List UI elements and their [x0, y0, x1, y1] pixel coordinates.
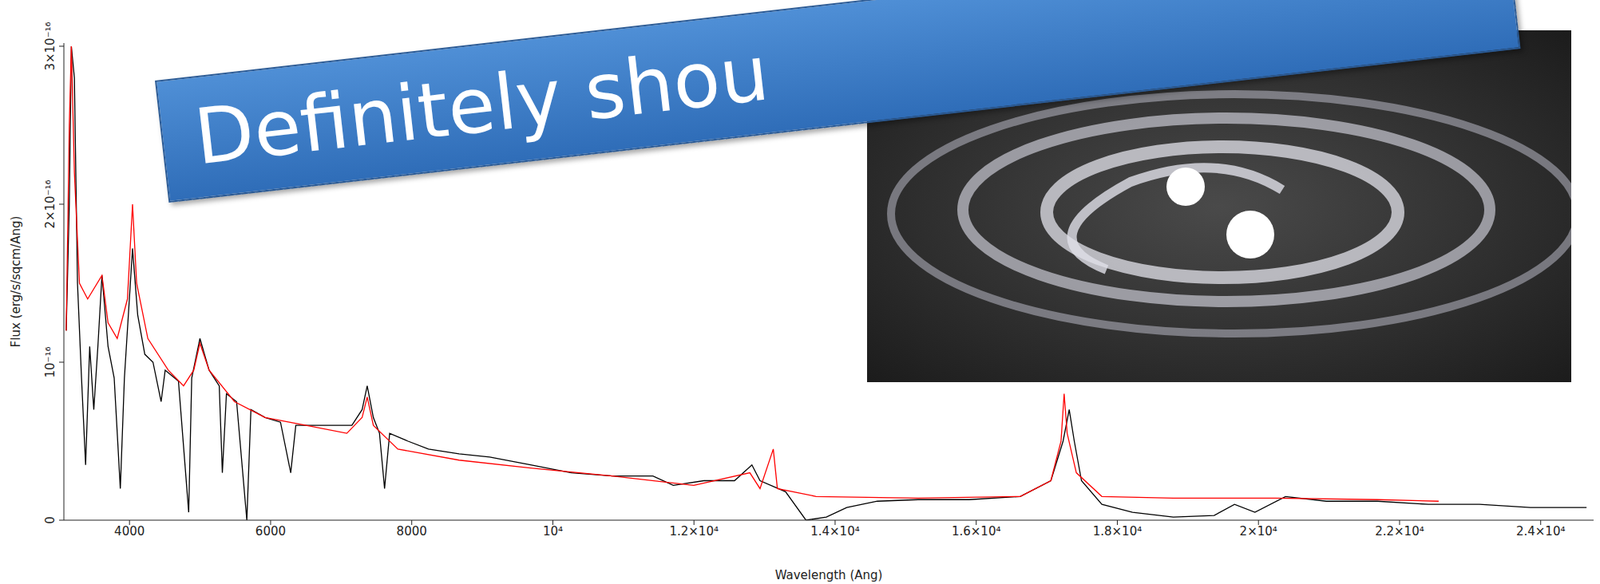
svg-text:10⁴: 10⁴ [542, 524, 563, 539]
svg-text:1.4×10⁴: 1.4×10⁴ [810, 524, 860, 539]
svg-text:2.4×10⁴: 2.4×10⁴ [1516, 524, 1566, 539]
svg-text:2×10⁴: 2×10⁴ [1239, 524, 1278, 539]
svg-text:3×10⁻¹⁶: 3×10⁻¹⁶ [43, 21, 58, 71]
svg-text:4000: 4000 [114, 524, 145, 539]
svg-text:Wavelength (Ang): Wavelength (Ang) [775, 568, 884, 583]
svg-text:1.8×10⁴: 1.8×10⁴ [1093, 524, 1143, 539]
svg-text:Flux (erg/s/sqcm/Ang): Flux (erg/s/sqcm/Ang) [8, 216, 24, 349]
svg-text:10⁻¹⁶: 10⁻¹⁶ [43, 346, 58, 378]
svg-text:1.6×10⁴: 1.6×10⁴ [951, 524, 1002, 539]
svg-text:6000: 6000 [255, 524, 286, 539]
svg-text:2.2×10⁴: 2.2×10⁴ [1374, 524, 1425, 539]
svg-text:0: 0 [43, 516, 58, 525]
svg-text:2×10⁻¹⁶: 2×10⁻¹⁶ [43, 179, 58, 229]
svg-text:8000: 8000 [396, 524, 428, 539]
html-text:Definitely shou: Definitely shou [190, 28, 774, 183]
svg-text:1.2×10⁴: 1.2×10⁴ [669, 524, 719, 539]
